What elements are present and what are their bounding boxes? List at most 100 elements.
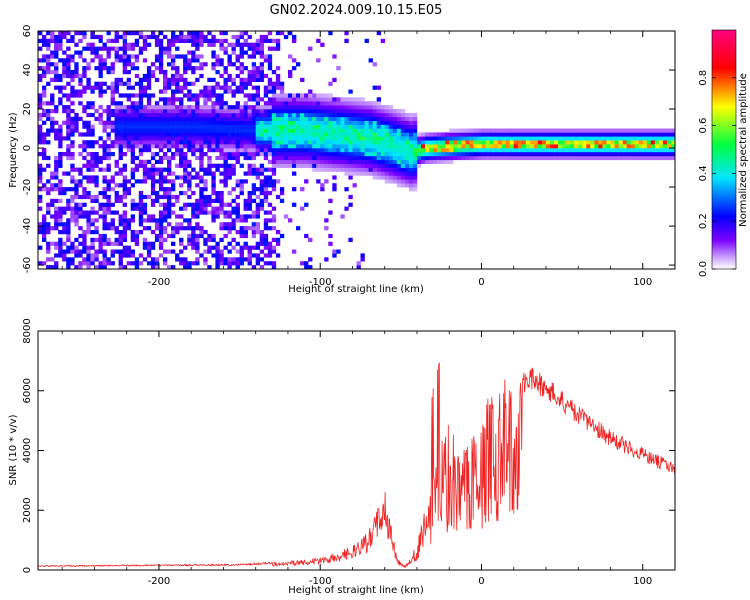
heatmap-cell [235, 120, 240, 125]
heatmap-cell [203, 241, 208, 246]
heatmap-cell [207, 42, 212, 47]
heatmap-cell [154, 38, 160, 43]
heatmap-cell [247, 128, 252, 133]
heatmap-cell [122, 112, 128, 118]
heatmap-cell [150, 132, 156, 137]
heatmap-cell [102, 46, 107, 51]
heatmap-cell [114, 210, 119, 215]
heatmap-cell [219, 163, 224, 168]
heatmap-cell [243, 241, 248, 246]
heatmap-cell [66, 97, 71, 102]
heatmap-cell [70, 245, 75, 250]
heatmap-cell [368, 109, 373, 114]
heatmap-cell [376, 167, 382, 172]
heatmap-cell [231, 93, 236, 98]
heatmap-cell [368, 128, 373, 133]
heatmap-cell [255, 42, 261, 47]
heatmap-cell [74, 62, 79, 67]
heatmap-cell [106, 183, 111, 188]
heatmap-cell [167, 116, 172, 121]
heatmap-cell [235, 148, 240, 153]
heatmap-cell [489, 128, 494, 133]
heatmap-cell [62, 249, 67, 254]
heatmap-cell [38, 222, 43, 227]
heatmap-cell [445, 148, 450, 153]
heatmap-cell [646, 155, 652, 161]
heatmap-cell [469, 132, 474, 137]
heatmap-cell [219, 105, 224, 110]
heatmap-cell [356, 120, 361, 125]
heatmap-cell [58, 77, 63, 82]
heatmap-cell [66, 265, 71, 269]
heatmap-cell [227, 148, 232, 153]
heatmap-cell [461, 132, 466, 137]
heatmap-cell [94, 152, 99, 157]
heatmap-cell [376, 159, 382, 164]
heatmap-cell [380, 128, 386, 133]
heatmap-cell [78, 265, 83, 269]
heatmap-cell [267, 89, 273, 94]
heatmap-cell [171, 144, 176, 149]
heatmap-cell [517, 128, 523, 133]
heatmap-cell [42, 58, 47, 63]
heatmap-cell [255, 187, 261, 192]
heatmap-cell [658, 136, 664, 141]
colorbar-tick-label: 0.8 [698, 70, 709, 86]
heatmap-cell [163, 97, 168, 102]
heatmap-cell [267, 140, 273, 145]
heatmap-cell [70, 58, 75, 63]
heatmap-cell [158, 136, 164, 141]
heatmap-cell [638, 128, 644, 133]
heatmap-cell [288, 54, 293, 59]
heatmap-cell [602, 128, 607, 133]
heatmap-cell [158, 194, 164, 200]
heatmap-cell [98, 191, 103, 196]
heatmap-cell [239, 124, 244, 129]
heatmap-cell [622, 144, 627, 149]
heatmap-cell [150, 175, 156, 180]
heatmap-cell [618, 152, 623, 157]
heatmap-cell [118, 198, 123, 203]
heatmap-cell [58, 144, 63, 149]
heatmap-cell [477, 132, 482, 137]
heatmap-cell [340, 132, 345, 137]
heatmap-cell [158, 116, 164, 121]
heatmap-cell [114, 89, 119, 94]
heatmap-cell [154, 66, 160, 71]
heatmap-cell [94, 50, 99, 55]
heatmap-cell [263, 210, 269, 215]
heatmap-cell [300, 128, 305, 133]
heatmap-cell [179, 128, 184, 133]
heatmap-cell [154, 191, 160, 196]
heatmap-cell [163, 132, 168, 137]
heatmap-cell [533, 155, 539, 161]
heatmap-cell [235, 179, 240, 184]
heatmap-cell [227, 257, 232, 262]
heatmap-cell [54, 245, 59, 250]
heatmap-cell [130, 93, 136, 98]
heatmap-cell [263, 105, 269, 110]
heatmap-cell [183, 34, 188, 40]
heatmap-cell [50, 50, 55, 55]
heatmap-cell [255, 85, 261, 90]
heatmap-cell [150, 34, 156, 40]
heatmap-cell [529, 132, 535, 137]
heatmap-cell [271, 112, 277, 118]
heatmap-cell [203, 144, 208, 149]
heatmap-cell [134, 132, 140, 137]
heatmap-cell [66, 66, 71, 71]
heatmap-cell [312, 101, 317, 106]
heatmap-cell [150, 31, 156, 36]
heatmap-cell [292, 116, 297, 121]
heatmap-cell [42, 120, 47, 125]
heatmap-cell [167, 46, 172, 51]
heatmap-cell [150, 187, 156, 192]
heatmap-cell [90, 50, 95, 55]
heatmap-cell [243, 128, 248, 133]
heatmap-cell [126, 93, 132, 98]
heatmap-cell [154, 101, 160, 106]
heatmap-cell [118, 253, 123, 258]
heatmap-cell [150, 136, 156, 141]
heatmap-cell [231, 132, 236, 137]
heatmap-cell [94, 159, 99, 164]
